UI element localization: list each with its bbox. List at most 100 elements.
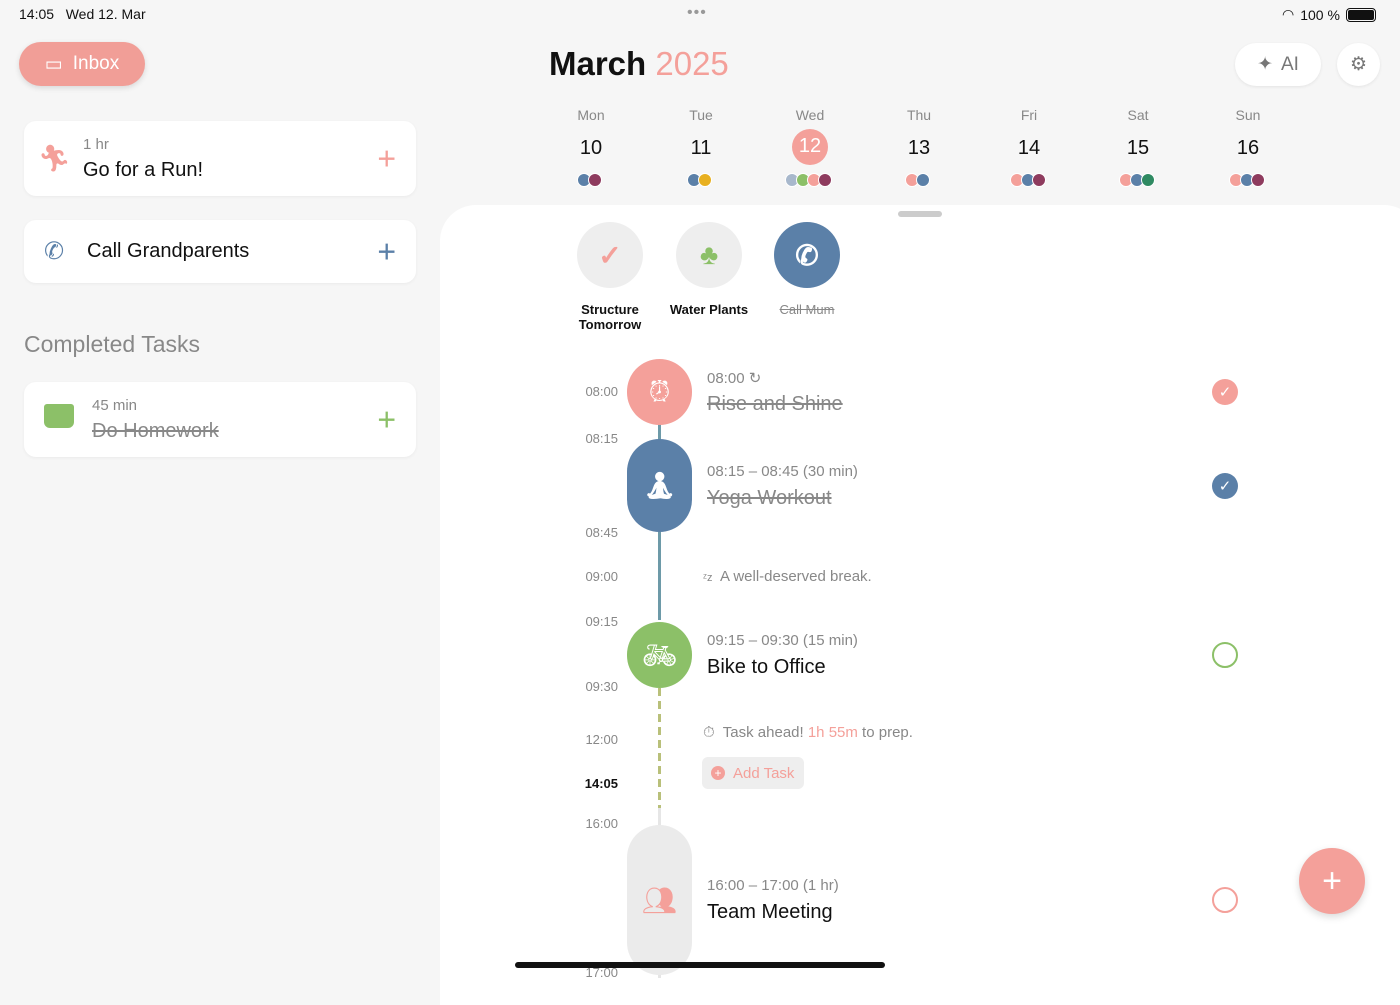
sparkle-icon: ✦ (1257, 54, 1273, 75)
day-number: 16 (1236, 137, 1260, 159)
add-icon[interactable]: + (377, 233, 396, 269)
day-mon[interactable]: Mon 10 (561, 107, 621, 187)
quick-water-plants[interactable]: ♣ Water Plants (664, 222, 754, 317)
day-of-week: Sun (1235, 107, 1261, 123)
day-number: 11 (690, 137, 712, 159)
time-label: 14:05 (584, 776, 618, 791)
day-of-week: Sat (1127, 107, 1149, 123)
task-card-run[interactable]: 🏃︎ 1 hr Go for a Run! + (24, 121, 416, 196)
timeline-dashed (658, 688, 661, 808)
event-time: 08:15 – 08:45 (30 min) (707, 463, 858, 480)
book-icon (44, 404, 74, 428)
event-title[interactable]: Bike to Office (707, 656, 826, 678)
day-number: 10 (579, 137, 603, 159)
time-label: 08:45 (585, 525, 618, 540)
day-number: 13 (907, 137, 931, 159)
timer-icon: ⏱ (703, 724, 715, 741)
add-icon[interactable]: + (377, 401, 396, 437)
quick-call-mum[interactable]: ✆ Call Mum (762, 222, 852, 317)
day-of-week: Thu (906, 107, 932, 123)
day-task-dots (561, 173, 621, 187)
completed-heading: Completed Tasks (24, 331, 200, 357)
add-task-button[interactable]: + Add Task (702, 757, 804, 789)
sheet-grabber[interactable] (898, 211, 942, 217)
day-number: 15 (1126, 137, 1150, 159)
time-label: 09:30 (585, 679, 618, 694)
day-number: 12 (792, 129, 828, 165)
time-label: 09:15 (585, 614, 618, 629)
running-icon: 🏃︎ (38, 143, 72, 173)
day-task-dots (999, 173, 1059, 187)
check-circle-icon: ✓ (577, 222, 643, 288)
day-of-week: Mon (577, 107, 605, 123)
time-label: 16:00 (585, 816, 618, 831)
task-dot (916, 173, 930, 187)
event-title[interactable]: Yoga Workout (707, 487, 832, 509)
day-of-week: Wed (795, 107, 825, 123)
day-thu[interactable]: Thu 13 (889, 107, 949, 187)
add-icon[interactable]: + (377, 140, 396, 176)
inbox-button[interactable]: ▭ Inbox (19, 42, 145, 86)
task-dot (1250, 173, 1265, 187)
break-note: ᶻz A well-deserved break. (703, 568, 872, 585)
task-dot (588, 173, 602, 187)
bike-icon[interactable]: 🚲︎ (627, 622, 692, 688)
settings-button[interactable]: ⚙ (1337, 43, 1380, 86)
task-ahead-note: ⏱ Task ahead! 1h 55m to prep. (703, 724, 913, 741)
task-card-call[interactable]: ✆ Call Grandparents + (24, 220, 416, 283)
sleep-icon: ᶻz (703, 572, 713, 584)
time-label: 08:00 (585, 384, 618, 399)
add-fab-button[interactable]: + (1299, 848, 1365, 914)
status-right: ◠ 100 % (1282, 6, 1376, 23)
gear-icon: ⚙ (1349, 54, 1368, 75)
day-sun[interactable]: Sun 16 (1218, 107, 1278, 187)
checkbox[interactable] (1212, 642, 1238, 668)
task-dot (698, 173, 712, 187)
phone-icon: ✆ (44, 238, 65, 265)
event-title[interactable]: Rise and Shine (707, 393, 843, 415)
inbox-tray-icon: ▭ (44, 53, 63, 75)
event-title[interactable]: Team Meeting (707, 901, 833, 923)
event-time: 09:15 – 09:30 (15 min) (707, 632, 858, 649)
task-dot (1031, 173, 1046, 187)
phone-icon: ✆ (774, 222, 840, 288)
alarm-icon[interactable]: ⏰︎ (627, 359, 692, 425)
battery-icon (1345, 7, 1376, 22)
checkbox[interactable] (1212, 887, 1238, 913)
status-time: 14:05 Wed 12. Mar (19, 6, 146, 22)
time-label: 17:00 (585, 965, 618, 980)
task-dot (818, 173, 832, 187)
plus-icon: + (1322, 861, 1342, 900)
day-number: 14 (1017, 137, 1041, 159)
day-of-week: Fri (1020, 107, 1038, 123)
wifi-icon: ◠ (1282, 6, 1295, 22)
day-task-dots (889, 173, 949, 187)
checkbox-done[interactable]: ✓ (1212, 379, 1238, 405)
day-wed[interactable]: Wed 12 (780, 107, 840, 187)
group-icon[interactable]: 👥︎ (627, 825, 692, 975)
checkbox-done[interactable]: ✓ (1212, 473, 1238, 499)
day-task-dots (1108, 173, 1168, 187)
time-label: 08:15 (585, 431, 618, 446)
event-time: 16:00 – 17:00 (1 hr) (707, 877, 839, 894)
month-title: March 2025 (549, 45, 729, 82)
day-task-dots (671, 173, 731, 187)
day-task-dots (780, 173, 840, 187)
event-time: 08:00 ↻ (707, 370, 762, 387)
day-panel (440, 205, 1400, 1005)
task-card-homework[interactable]: 45 min Do Homework + (24, 382, 416, 457)
ai-button[interactable]: ✦ AI (1235, 43, 1321, 86)
day-tue[interactable]: Tue 11 (671, 107, 731, 187)
plant-icon: ♣ (676, 222, 742, 288)
repeat-icon: ↻ (748, 370, 762, 387)
yoga-icon[interactable]: 🧘︎ (627, 439, 692, 532)
day-sat[interactable]: Sat 15 (1108, 107, 1168, 187)
quick-structure-tomorrow[interactable]: ✓ Structure Tomorrow (565, 222, 655, 332)
day-fri[interactable]: Fri 14 (999, 107, 1059, 187)
time-label: 12:00 (585, 732, 618, 747)
day-task-dots (1218, 173, 1278, 187)
time-label: 09:00 (585, 569, 618, 584)
plus-circle-icon: + (711, 766, 725, 780)
home-indicator[interactable] (515, 962, 885, 968)
multitask-dots-icon[interactable]: ••• (687, 4, 707, 21)
